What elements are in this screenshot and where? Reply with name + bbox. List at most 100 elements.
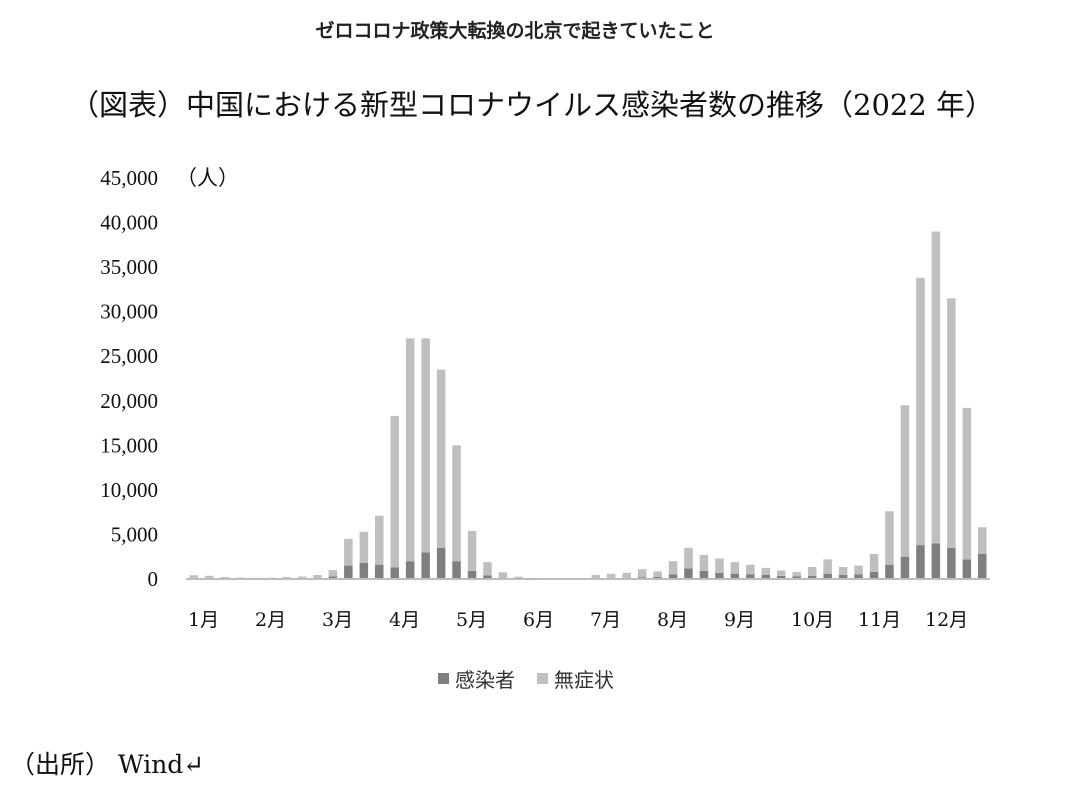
bar-asymptomatic	[668, 561, 678, 575]
article-headline: ゼロコロナ政策大転換の北京で起きていたこと	[315, 20, 715, 42]
y-tick-label: 5,000	[111, 522, 158, 546]
bar-infected	[885, 564, 894, 579]
bar-infected	[436, 547, 446, 579]
x-tick-label: 8月	[657, 609, 688, 631]
bar-asymptomatic	[514, 576, 523, 579]
y-tick-label: 40,000	[100, 211, 158, 235]
bar-asymptomatic	[220, 577, 229, 579]
x-tick-label: 12月	[925, 609, 968, 631]
source-note: （出所） Wind↵	[10, 750, 205, 779]
bar-infected	[405, 561, 415, 579]
bar-infected	[900, 556, 910, 579]
bar-asymptomatic	[606, 573, 616, 579]
x-tick-label: 4月	[389, 609, 420, 631]
x-tick-label: 5月	[456, 609, 487, 631]
bar-asymptomatic	[204, 575, 214, 578]
bar-infected	[344, 565, 353, 579]
x-tick-label: 6月	[523, 609, 554, 631]
y-tick-label: 30,000	[100, 300, 158, 324]
bar-asymptomatic	[746, 564, 755, 575]
bar-infected	[777, 575, 786, 579]
chart-legend: 感染者 無症状	[438, 664, 628, 693]
bar-asymptomatic	[916, 277, 925, 546]
bar-infected	[715, 572, 724, 579]
x-tick-label: 7月	[590, 609, 621, 631]
bar-infected	[869, 571, 879, 579]
y-axis: 0 5,000 10,000 15,000 20,000 25,000 30,000 35,0…	[100, 166, 158, 591]
y-tick-label: 15,000	[100, 433, 158, 457]
bar-infected	[452, 561, 461, 579]
bar-infected	[699, 571, 709, 579]
bar-asymptomatic	[653, 571, 662, 577]
figure-title: （図表）中国における新型コロナウイルス感染者数の推移（2022 年）	[70, 88, 995, 122]
legend-label-asymptomatic: 無症状	[554, 668, 614, 692]
bar-asymptomatic	[900, 405, 910, 557]
legend-label-infected: 感染者	[455, 668, 515, 692]
bar-asymptomatic	[344, 538, 353, 566]
bar-infected	[684, 568, 693, 579]
bar-asymptomatic	[282, 577, 291, 579]
bar-asymptomatic	[375, 515, 384, 565]
bar-infected	[328, 576, 338, 579]
bar-asymptomatic	[978, 527, 987, 554]
bar-infected	[792, 576, 801, 579]
bar-asymptomatic	[761, 567, 771, 575]
bar-asymptomatic	[730, 562, 740, 574]
bar-infected	[375, 564, 384, 579]
bar-asymptomatic	[838, 567, 848, 575]
bar-asymptomatic	[622, 572, 631, 579]
bar-infected	[746, 574, 755, 579]
x-tick-label: 2月	[255, 609, 286, 631]
bar-infected	[838, 575, 848, 579]
bar-asymptomatic	[715, 558, 724, 573]
bar-infected	[761, 575, 771, 579]
bar-asymptomatic	[885, 511, 894, 565]
x-tick-label: 11月	[858, 609, 901, 631]
bar-asymptomatic	[405, 338, 415, 562]
bar-asymptomatic	[931, 231, 941, 544]
bar-asymptomatic	[313, 575, 322, 579]
legend-item-asymptomatic: 無症状	[537, 664, 614, 693]
bar-infected	[483, 575, 492, 579]
bar-asymptomatic	[947, 298, 956, 548]
y-tick-label: 0	[148, 567, 159, 591]
y-tick-label: 45,000	[100, 166, 158, 190]
bar-asymptomatic	[869, 554, 879, 572]
bar-asymptomatic	[452, 445, 461, 562]
bar-asymptomatic	[699, 554, 709, 571]
bar-infected	[823, 573, 832, 579]
x-axis: 1月 2月 3月 4月 5月 6月 7月 8月 9月 10月 11月 12月	[188, 609, 968, 631]
x-tick-label: 10月	[791, 609, 834, 631]
x-tick-label: 1月	[188, 609, 219, 631]
bar-asymptomatic	[498, 572, 508, 578]
bar-asymptomatic	[962, 407, 972, 560]
bar-asymptomatic	[854, 565, 863, 575]
bar-infected	[390, 567, 399, 579]
bar-infected	[730, 573, 740, 579]
bar-asymptomatic	[591, 574, 600, 579]
bars-group	[189, 231, 987, 579]
bar-infected	[916, 545, 925, 579]
legend-swatch-infected	[438, 673, 449, 684]
bar-asymptomatic	[421, 338, 430, 553]
legend-item-infected: 感染者	[438, 664, 515, 693]
bar-infected	[421, 552, 430, 579]
bar-infected	[668, 574, 678, 579]
bar-asymptomatic	[792, 571, 801, 577]
bar-asymptomatic	[807, 567, 817, 576]
bar-asymptomatic	[637, 569, 647, 578]
bar-infected	[931, 543, 941, 579]
y-tick-label: 10,000	[100, 478, 158, 502]
bar-infected	[467, 571, 477, 579]
bar-asymptomatic	[436, 369, 446, 548]
legend-swatch-asymptomatic	[537, 673, 548, 684]
bar-asymptomatic	[483, 562, 492, 576]
bar-asymptomatic	[684, 547, 693, 569]
y-tick-label: 25,000	[100, 344, 158, 368]
bar-asymptomatic	[297, 576, 307, 579]
bar-infected	[947, 547, 956, 579]
y-tick-label: 35,000	[100, 255, 158, 279]
bar-asymptomatic	[390, 415, 399, 568]
x-tick-label: 9月	[724, 609, 755, 631]
x-tick-label: 3月	[322, 609, 353, 631]
